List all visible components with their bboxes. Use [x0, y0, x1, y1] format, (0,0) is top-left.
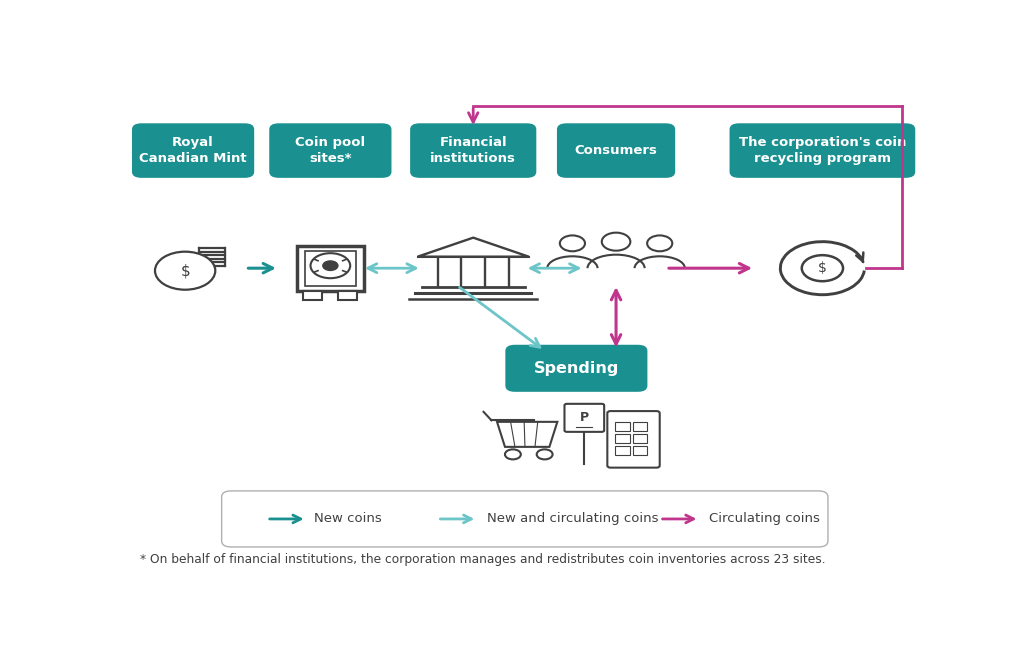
Text: Spending: Spending — [534, 361, 620, 376]
FancyBboxPatch shape — [557, 124, 675, 178]
Text: Financial
institutions: Financial institutions — [430, 136, 516, 165]
Circle shape — [505, 449, 521, 460]
FancyBboxPatch shape — [221, 491, 828, 547]
FancyBboxPatch shape — [607, 411, 659, 467]
Text: $: $ — [180, 263, 190, 278]
Circle shape — [647, 235, 673, 252]
Circle shape — [560, 235, 585, 252]
FancyBboxPatch shape — [269, 124, 391, 178]
Circle shape — [310, 254, 350, 278]
Circle shape — [802, 255, 843, 281]
Polygon shape — [418, 238, 528, 257]
Text: * On behalf of financial institutions, the corporation manages and redistributes: * On behalf of financial institutions, t… — [140, 553, 825, 566]
FancyBboxPatch shape — [729, 124, 915, 178]
FancyBboxPatch shape — [132, 124, 254, 178]
Text: P: P — [580, 411, 589, 424]
FancyBboxPatch shape — [411, 124, 537, 178]
Circle shape — [602, 233, 631, 251]
Text: The corporation's coin
recycling program: The corporation's coin recycling program — [738, 136, 906, 165]
Circle shape — [155, 252, 215, 290]
FancyBboxPatch shape — [506, 344, 647, 392]
FancyBboxPatch shape — [297, 246, 365, 291]
Text: New and circulating coins: New and circulating coins — [486, 512, 658, 525]
Text: Consumers: Consumers — [574, 144, 657, 157]
Circle shape — [537, 449, 553, 460]
Text: Circulating coins: Circulating coins — [709, 512, 820, 525]
Text: New coins: New coins — [314, 512, 382, 525]
FancyBboxPatch shape — [564, 404, 604, 432]
Text: Royal
Canadian Mint: Royal Canadian Mint — [139, 136, 247, 165]
Text: $: $ — [818, 261, 826, 275]
Text: Coin pool
sites*: Coin pool sites* — [295, 136, 366, 165]
Circle shape — [323, 261, 338, 270]
Bar — [338, 291, 357, 300]
Bar — [303, 291, 323, 300]
